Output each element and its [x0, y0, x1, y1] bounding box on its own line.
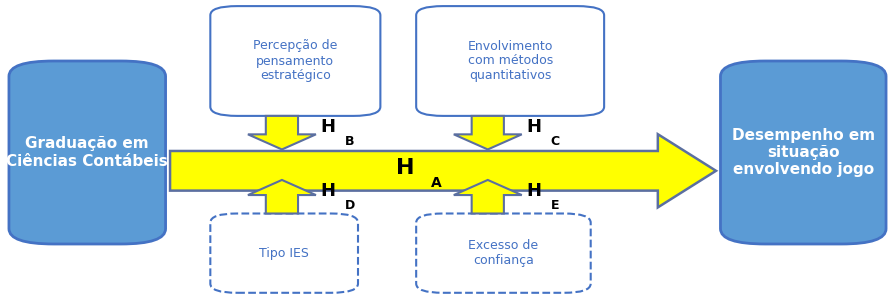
Text: Tipo IES: Tipo IES — [259, 247, 308, 260]
Text: H: H — [320, 117, 335, 136]
FancyBboxPatch shape — [9, 61, 165, 244]
Polygon shape — [170, 134, 715, 207]
Polygon shape — [453, 116, 521, 149]
Text: B: B — [344, 135, 354, 148]
FancyBboxPatch shape — [416, 6, 603, 116]
Polygon shape — [248, 180, 316, 214]
Polygon shape — [248, 116, 316, 149]
Text: Percepção de
pensamento
estratégico: Percepção de pensamento estratégico — [253, 40, 337, 82]
Text: C: C — [550, 135, 559, 148]
Text: E: E — [550, 199, 558, 212]
FancyBboxPatch shape — [416, 214, 590, 293]
Text: H: H — [395, 158, 414, 178]
Text: Graduação em
Ciências Contábeis: Graduação em Ciências Contábeis — [6, 136, 168, 169]
Polygon shape — [453, 180, 521, 214]
FancyBboxPatch shape — [210, 214, 358, 293]
Text: D: D — [344, 199, 354, 212]
Text: H: H — [526, 117, 541, 136]
Text: A: A — [430, 176, 442, 190]
Text: H: H — [526, 181, 541, 200]
Text: Envolvimento
com métodos
quantitativos: Envolvimento com métodos quantitativos — [467, 40, 552, 82]
Text: H: H — [320, 181, 335, 200]
FancyBboxPatch shape — [720, 61, 885, 244]
Text: Desempenho em
situação
envolvendo jogo: Desempenho em situação envolvendo jogo — [731, 127, 873, 178]
Text: Excesso de
confiança: Excesso de confiança — [468, 239, 538, 267]
FancyBboxPatch shape — [210, 6, 380, 116]
